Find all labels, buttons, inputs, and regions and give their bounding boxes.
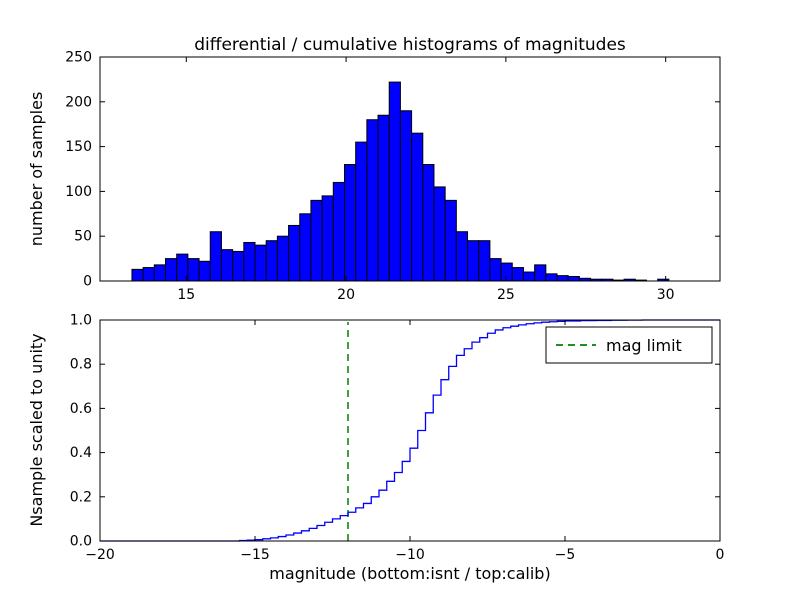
x-tick-label: 30: [657, 287, 675, 303]
y-tick-label: 0.4: [70, 445, 92, 461]
histogram-bar: [265, 240, 278, 282]
x-tick-label: −20: [85, 547, 115, 563]
x-tick-label: −10: [395, 547, 425, 563]
bottom-xlabel: magnitude (bottom:isnt / top:calib): [269, 564, 550, 583]
histogram-bar: [220, 249, 234, 282]
histogram-bar: [165, 258, 178, 282]
y-tick-label: 250: [65, 50, 92, 66]
histogram-bar: [467, 240, 480, 282]
histogram-bar: [276, 235, 290, 282]
histogram-bar: [243, 241, 256, 282]
chart-title: differential / cumulative histograms of …: [194, 35, 626, 55]
histogram-bar: [343, 164, 357, 282]
y-tick-label: 200: [65, 94, 92, 110]
histogram-bar: [478, 240, 491, 282]
histogram-bar: [187, 258, 200, 282]
histogram-bar: [299, 213, 312, 282]
axes-frame: [99, 56, 721, 282]
histogram-bar: [444, 199, 457, 282]
histogram-bar: [411, 132, 424, 282]
histogram-bar: [556, 275, 569, 282]
histogram-bar: [232, 250, 245, 282]
x-tick-label: 20: [337, 287, 355, 303]
histogram-bar: [310, 199, 323, 282]
histogram-bar: [332, 181, 345, 282]
y-tick-label: 1.0: [70, 313, 92, 329]
x-tick-label: −15: [240, 547, 270, 563]
legend-label: mag limit: [606, 336, 682, 355]
x-tick-label: 25: [497, 287, 515, 303]
histogram-bar: [198, 260, 211, 282]
x-tick-label: −5: [555, 547, 576, 563]
histogram-bar: [511, 267, 524, 282]
histogram-bar: [567, 276, 580, 282]
histogram-bar: [455, 231, 469, 282]
axes-frame: [99, 319, 721, 542]
histogram-bar: [399, 110, 413, 282]
histogram-bar: [131, 268, 144, 282]
cumulative-line: [100, 319, 720, 542]
histogram-bar: [433, 186, 446, 282]
top-ylabel: number of samples: [27, 92, 46, 247]
histogram-bar: [209, 231, 222, 282]
histogram-bar: [377, 114, 390, 282]
y-tick-label: 0.2: [70, 489, 92, 505]
histogram-bar: [366, 119, 379, 282]
histogram-bar: [153, 264, 167, 282]
bottom-ylabel: Nsample scaled to unity: [27, 333, 46, 526]
histogram-bar: [500, 262, 513, 282]
histogram-bar: [545, 273, 558, 282]
histogram-bar: [142, 267, 155, 282]
y-tick-label: 0.0: [70, 534, 92, 550]
histogram-bar: [489, 258, 502, 282]
histogram-bar: [522, 271, 536, 282]
histogram-bar: [388, 81, 401, 282]
histogram-bar: [534, 264, 547, 282]
histogram-bar: [254, 244, 267, 282]
legend: mag limit: [545, 326, 713, 364]
x-tick-label: 15: [177, 287, 195, 303]
y-tick-label: 50: [74, 229, 92, 245]
histogram-bar: [355, 141, 368, 282]
y-tick-label: 0: [83, 274, 92, 290]
histogram-bar: [422, 164, 435, 282]
bottom-plot: −20 −15 −10 −5 0 0.0 0.2 0.4 0.6 0.8 1.0: [70, 313, 725, 564]
x-tick-label: 0: [716, 547, 725, 563]
y-tick-label: 150: [65, 139, 92, 155]
y-tick-label: 0.6: [70, 401, 92, 417]
y-tick-label: 100: [65, 184, 92, 200]
y-tick-label: 0.8: [70, 357, 92, 373]
histogram-bar: [321, 195, 334, 282]
histogram-bar: [288, 224, 301, 282]
top-plot: 15 20 25 30 0 50 100 150 200 250: [65, 50, 721, 303]
